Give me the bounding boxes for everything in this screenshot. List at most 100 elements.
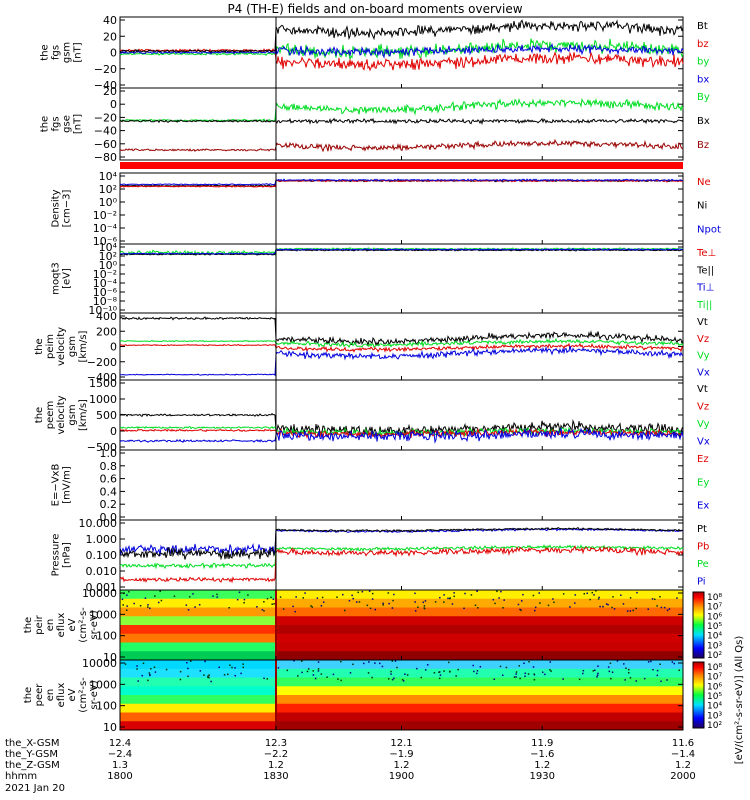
spectrogram-speckle [424,669,427,671]
spectrogram-speckle [406,674,409,676]
spectrogram-speckle [368,590,371,592]
y-axis-label: [nPa] [62,542,73,568]
x-tick-label: 2000 [670,771,695,782]
spectrogram-speckle [447,597,449,600]
spectrogram-speckle [392,599,394,602]
y-axis-label: the [40,44,51,60]
spectrogram-band [120,598,683,608]
y-tick-label: 10000 [82,587,117,600]
spectrogram-speckle [597,672,599,675]
spectrogram-speckle [574,594,577,596]
spectrogram-speckle [198,603,201,606]
spectrogram-speckle [149,674,151,676]
y-tick-label: 0 [110,47,117,60]
y-tick-label: −20 [94,111,117,124]
spectrogram-speckle [650,660,652,663]
series-line-black [119,117,684,126]
spectrogram-speckle [279,596,282,598]
spectrogram-speckle [382,602,384,605]
series-line-black [119,316,684,348]
spectrogram-speckle [589,598,591,601]
panel-p9: 10.000 1.000 0.100 0.010 0.001 Pressure [nPa] P… [51,517,710,594]
spectrogram-speckle [223,674,226,676]
y-tick-label: 400 [96,310,117,323]
spectrogram-speckle [263,677,265,680]
spectrogram-speckle [207,676,209,679]
series-line-black [119,526,684,561]
spectrogram-speckle [651,598,654,600]
spectrogram-speckle [187,609,190,611]
spectrogram-pre-band [120,686,276,696]
series-line-red [119,545,684,584]
legend-bx: Bx [697,116,710,127]
spectrogram-pre-band [120,712,276,722]
spectrogram-speckle [424,600,427,602]
spectrogram-speckle [139,605,142,607]
spectrogram-speckle [629,610,632,612]
panel-p11: 10000 1000 100 10 the peer en eflux eV (cm²-s-sr-… [23,657,684,734]
spectrogram-speckle [629,677,632,679]
spectrogram-speckle [311,606,314,608]
y-axis-label: [cm−3] [62,190,73,228]
spectrogram-speckle [228,606,230,609]
spectrogram-speckle [447,661,450,664]
y-axis-label: (cm²-s- [78,677,89,713]
spectrogram-speckle [208,674,211,676]
spectrogram-speckle [154,671,157,673]
spectrogram-speckle [656,674,659,677]
legend-ni: Ni [697,201,707,212]
spectrogram-band [120,590,683,600]
spectrogram-speckle [154,595,156,597]
colorbar-tick-label: 10² [707,651,722,661]
spectrogram-speckle [231,666,233,669]
spectrogram-speckle [656,605,658,607]
spectrogram-pre-band [120,642,276,652]
spectrogram-speckle [137,680,139,682]
x-axis-row-label: the_X-GSM [5,738,59,749]
spectrogram-speckle [292,605,294,608]
spectrogram-speckle [344,609,346,612]
spectrogram-speckle [216,596,218,598]
x-tick-label: 11.9 [531,738,553,749]
spectrogram-speckle [422,601,425,604]
spectrogram-speckle [391,607,394,609]
y-tick-label: 10 [103,651,117,664]
spectrogram-speckle [569,606,571,608]
y-tick-label: 1000 [89,608,117,621]
y-axis-label: [mV/m] [62,466,73,504]
colorbar-gradient [692,661,705,729]
colorbar-tick-label: 10⁸ [707,663,722,673]
y-tick-label: 10⁴ [99,170,118,183]
y-tick-label: 1.000 [86,533,118,546]
y-tick-label: 10⁰ [99,259,118,272]
y-tick-label: 10⁰ [99,196,118,209]
legend-ey: Ey [697,477,709,488]
y-tick-label: 10⁻⁸ [93,295,118,308]
spectrogram-speckle [320,673,323,675]
spectrogram-speckle [492,598,495,601]
series-line-green [119,97,684,123]
spectrogram-speckle [453,595,455,598]
legend-bz: Bz [697,140,709,151]
spectrogram-speckle [626,610,629,612]
spectrogram-speckle [533,678,536,681]
spectrogram-speckle [476,672,478,675]
spectrogram-speckle [361,590,364,593]
legend-ez: Ez [697,454,709,465]
spectrogram-speckle [472,664,474,667]
spectrogram-pre-band [120,607,276,617]
spectrogram-speckle [390,673,392,675]
spectrogram-speckle [632,609,634,612]
spectrogram-speckle [293,660,295,662]
spectrogram-speckle [393,593,395,596]
spectrogram-speckle [368,661,370,663]
spectrogram-speckle [371,676,373,679]
y-tick-label: 0.4 [100,485,118,498]
panel-p6: 400 200 0 −200 −400 the peim velocity gsm [km/s] V… [34,310,710,384]
spectrogram-pre-band [120,590,276,600]
spectrogram-band [120,651,683,661]
spectrogram-speckle [355,601,358,603]
spectrogram-speckle [594,669,596,671]
spectrogram-speckle [379,662,381,665]
spectrogram-speckle [647,608,649,610]
